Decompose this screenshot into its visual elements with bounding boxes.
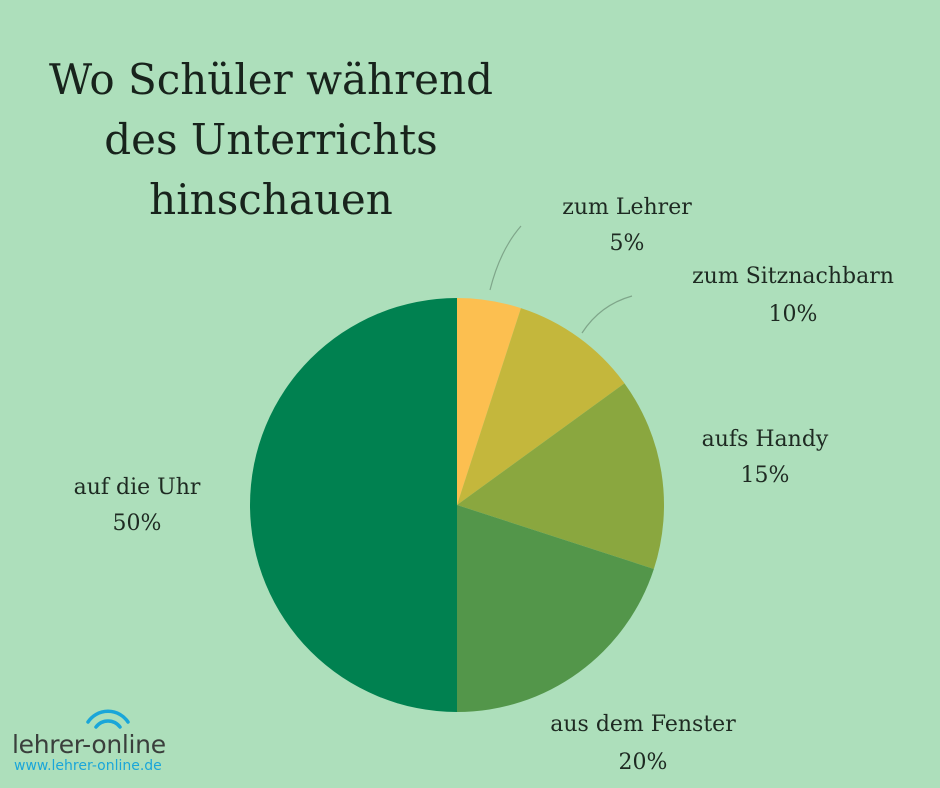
pie-slice-zum-lehrer xyxy=(457,298,521,505)
pie-slice-zum-sitznachbarn xyxy=(457,308,625,505)
logo-wordmark: lehrer-online xyxy=(12,730,166,759)
leader-line-2 xyxy=(581,295,633,334)
slice-label-aus-dem-fenster: aus dem Fenster xyxy=(550,712,736,737)
slice-label-zum-lehrer: zum Lehrer xyxy=(562,195,692,220)
lehrer-online-logo: lehrer-online www.lehrer-online.de xyxy=(12,708,212,778)
slice-label-aufs-handy: aufs Handy xyxy=(702,427,829,452)
pie-slice-aus-dem-fenster xyxy=(457,505,654,712)
wifi-signal-icon xyxy=(86,709,130,729)
slice-value-zum-sitznachbarn: 10% xyxy=(769,302,818,327)
pie-slice-aufs-handy xyxy=(457,383,664,569)
chart-title-line-2: des Unterrichts xyxy=(104,115,438,164)
leader-line-1 xyxy=(489,225,522,291)
slice-label-zum-sitznachbarn: zum Sitznachbarn xyxy=(692,264,894,289)
chart-title-line-1: Wo Schüler während xyxy=(49,55,493,104)
slice-value-aus-dem-fenster: 20% xyxy=(619,750,668,775)
slice-value-zum-lehrer: 5% xyxy=(610,231,645,256)
chart-title-line-3: hinschauen xyxy=(149,175,393,224)
pie-slice-auf-die-uhr xyxy=(250,298,457,712)
logo-url: www.lehrer-online.de xyxy=(14,758,162,774)
slice-value-auf-die-uhr: 50% xyxy=(113,511,162,536)
slice-label-auf-die-uhr: auf die Uhr xyxy=(74,475,201,500)
chart-title: Wo Schüler während des Unterrichts hinsc… xyxy=(0,50,542,230)
slice-value-aufs-handy: 15% xyxy=(741,463,790,488)
